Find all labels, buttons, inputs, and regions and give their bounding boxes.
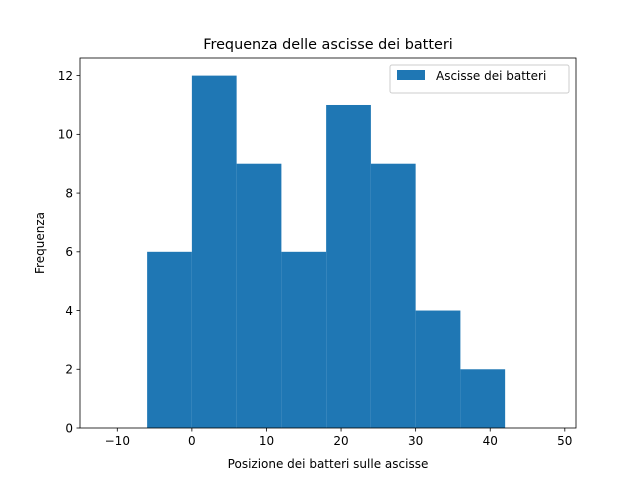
x-tick-label: 50 bbox=[557, 434, 572, 448]
legend: Ascisse dei batteri bbox=[389, 64, 570, 94]
legend-box bbox=[389, 64, 570, 94]
histogram-bar-1 bbox=[147, 251, 192, 428]
y-tick-label: 0 bbox=[65, 421, 73, 435]
y-tick-label: 2 bbox=[65, 363, 73, 377]
x-tick-label: 0 bbox=[188, 434, 196, 448]
x-tick-label: −10 bbox=[105, 434, 130, 448]
legend-swatch bbox=[397, 70, 425, 80]
x-axis-label: Posizione dei batteri sulle ascisse bbox=[228, 457, 429, 471]
histogram-bar-7 bbox=[415, 310, 461, 428]
bars-group bbox=[147, 75, 506, 428]
y-axis-ticks: 0 2 4 6 8 10 12 bbox=[58, 69, 80, 435]
y-tick-label: 6 bbox=[65, 245, 73, 259]
chart-title: Frequenza delle ascisse dei batteri bbox=[203, 37, 453, 53]
plot-frame bbox=[79, 57, 577, 429]
x-tick-label: 10 bbox=[259, 434, 274, 448]
histogram-bar-4 bbox=[281, 251, 327, 428]
y-tick-label: 4 bbox=[65, 304, 73, 318]
histogram-bar-2 bbox=[191, 75, 237, 428]
histogram-bar-5 bbox=[326, 104, 371, 428]
x-axis-ticks: −10 0 10 20 30 40 50 bbox=[105, 428, 572, 448]
histogram-bar-3 bbox=[236, 163, 282, 428]
x-tick-label: 20 bbox=[333, 434, 348, 448]
y-tick-label: 10 bbox=[58, 128, 73, 142]
histogram-bar-8 bbox=[460, 369, 506, 428]
x-tick-label: 40 bbox=[483, 434, 498, 448]
x-tick-label: 30 bbox=[408, 434, 423, 448]
legend-entry-label: Ascisse dei batteri bbox=[436, 69, 546, 83]
y-tick-label: 8 bbox=[65, 186, 73, 200]
y-tick-label: 12 bbox=[58, 69, 73, 83]
y-axis-label: Frequenza bbox=[33, 212, 47, 274]
histogram-bar-6 bbox=[370, 163, 416, 428]
